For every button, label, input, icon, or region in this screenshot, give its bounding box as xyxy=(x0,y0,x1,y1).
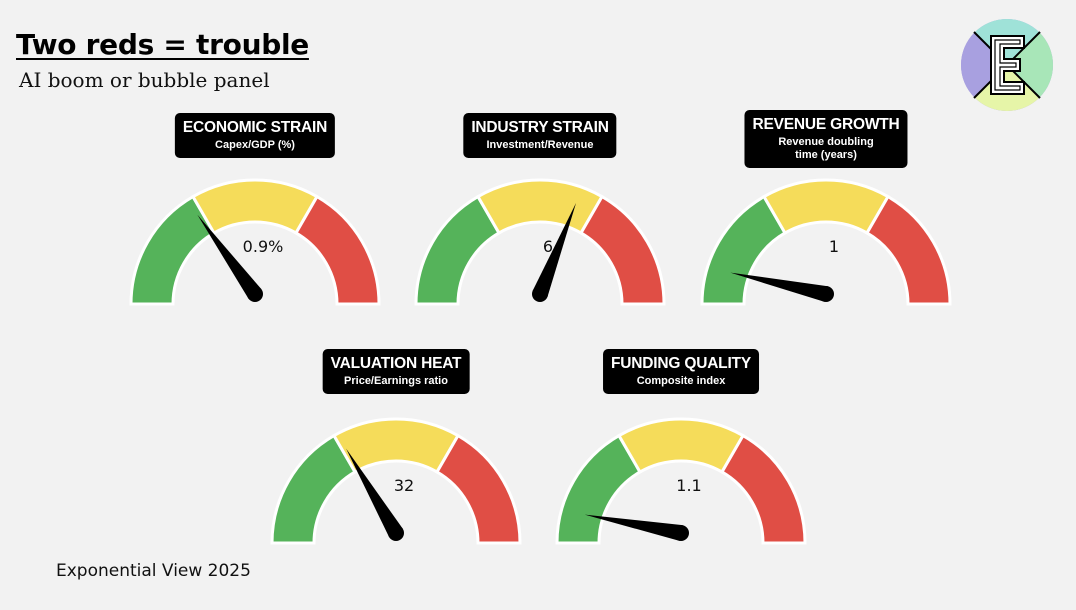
gauge-dial: 6 xyxy=(414,178,666,306)
gauge-dial: 1.1 xyxy=(555,417,807,545)
gauge-subtitle: time (years) xyxy=(795,149,857,161)
gauge-needle xyxy=(584,514,689,541)
gauge-segment-red xyxy=(434,433,522,545)
page-title: Two reds = trouble xyxy=(16,28,309,61)
gauge-needle xyxy=(197,214,263,302)
gauge-dial: 0.9% xyxy=(129,178,381,306)
gauge-dial: 1 xyxy=(700,178,952,306)
page-subtitle: AI boom or bubble panel xyxy=(19,68,270,92)
gauge-reading: 1.1 xyxy=(676,476,701,495)
gauge-revenue-growth: REVENUE GROWTH Revenue doubling time (year… xyxy=(696,110,956,350)
gauge-needle xyxy=(532,202,577,302)
gauge-subtitle: Investment/Revenue xyxy=(486,139,594,151)
gauge-segment-yellow xyxy=(331,417,461,475)
gauge-economic-strain: ECONOMIC STRAIN Capex/GDP (%) 0.9% xyxy=(125,110,385,350)
exponential-view-logo-icon xyxy=(961,19,1053,111)
gauge-industry-strain: INDUSTRY STRAIN Investment/Revenue 6 xyxy=(410,110,670,350)
gauge-needle xyxy=(730,272,834,302)
gauge-title: FUNDING QUALITY xyxy=(611,355,751,372)
gauge-badge: INDUSTRY STRAIN Investment/Revenue xyxy=(463,113,617,158)
gauge-reading: 1 xyxy=(829,237,839,256)
gauge-funding-quality: FUNDING QUALITY Composite index 1.1 xyxy=(551,347,811,587)
gauge-segment-yellow xyxy=(475,178,605,236)
gauge-segment-yellow xyxy=(190,178,320,236)
gauge-reading: 0.9% xyxy=(243,237,284,256)
gauge-reading: 32 xyxy=(394,476,414,495)
gauge-subtitle: Composite index xyxy=(636,375,726,387)
gauge-valuation-heat: VALUATION HEAT Price/Earnings ratio 32 xyxy=(266,347,526,587)
gauge-needle xyxy=(346,448,404,541)
gauge-segment-red xyxy=(293,194,381,306)
gauge-title: INDUSTRY STRAIN xyxy=(471,119,609,136)
gauge-badge: FUNDING QUALITY Composite index xyxy=(603,349,759,394)
footer-credit: Exponential View 2025 xyxy=(56,561,251,581)
gauge-segment-yellow xyxy=(761,178,891,236)
gauge-segment-red xyxy=(719,433,807,545)
gauge-subtitle: Price/Earnings ratio xyxy=(344,375,448,387)
gauge-segment-yellow xyxy=(616,417,746,475)
gauge-segment-red xyxy=(578,194,666,306)
gauge-segment-red xyxy=(864,194,952,306)
gauge-subtitle: Capex/GDP (%) xyxy=(215,139,295,151)
gauge-reading: 6 xyxy=(543,237,553,256)
gauge-badge: VALUATION HEAT Price/Earnings ratio xyxy=(322,349,470,394)
gauge-title: REVENUE GROWTH xyxy=(752,116,900,133)
gauge-dial: 32 xyxy=(270,417,522,545)
gauge-badge: ECONOMIC STRAIN Capex/GDP (%) xyxy=(174,113,336,158)
gauge-title: VALUATION HEAT xyxy=(330,355,462,372)
gauge-badge: REVENUE GROWTH Revenue doubling time (year… xyxy=(744,110,908,168)
gauge-title: ECONOMIC STRAIN xyxy=(182,119,328,136)
gauge-subtitle: Revenue doubling xyxy=(778,136,874,148)
